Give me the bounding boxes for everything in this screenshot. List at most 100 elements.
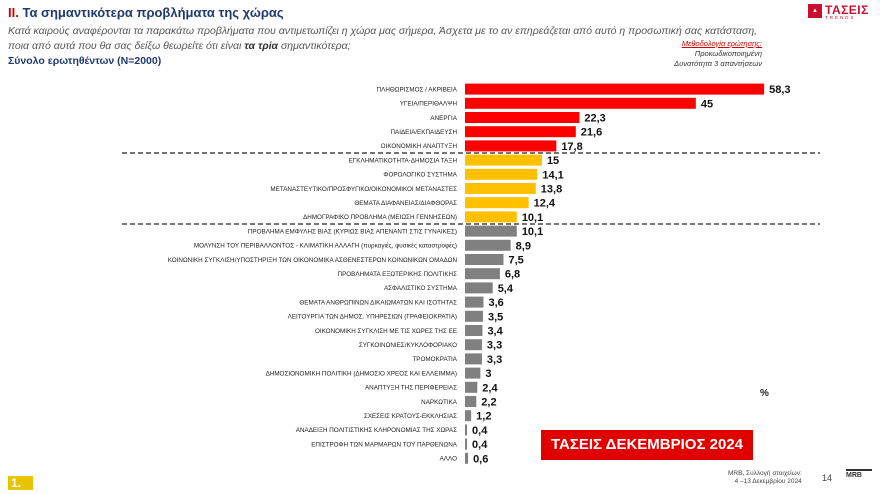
question-text: Κατά καιρούς αναφέρονται τα παρακάτω προ… — [8, 24, 768, 54]
value-label: 13,8 — [541, 184, 562, 196]
bar — [465, 396, 477, 407]
value-label: 10,1 — [522, 212, 543, 224]
bar — [465, 438, 468, 450]
category-label: ΠΛΗΘΩΡΙΣΜΟΣ / ΑΚΡΙΒΕΙΑ — [377, 86, 458, 93]
bar — [465, 310, 483, 322]
sample-base: Σύνολο ερωτηθέντων (N=2000) — [8, 55, 162, 67]
source-line-2: 4 –13 Δεκεμβρίου 2024 — [734, 478, 802, 485]
value-label: 10,1 — [522, 226, 543, 238]
category-label: ΑΝΑΔΕΙΞΗ ΠΟΛΙΤΙΣΤΙΚΗΣ ΚΛΗΡΟΝΟΜΙΑΣ ΤΗΣ ΧΩ… — [296, 427, 457, 434]
logo-word: ΤΑΣΕΙΣ — [825, 3, 869, 17]
methodology-line-1: Προκωδικοποιημένη — [694, 49, 762, 58]
bar — [465, 424, 468, 436]
value-label: 3 — [485, 368, 491, 380]
category-label: ΕΠΙΣΤΡΟΦΗ ΤΩΝ ΜΑΡΜΑΡΩΝ ΤΟΥ ΠΑΡΘΕΝΩΝΑ — [311, 441, 458, 448]
value-label: 58,3 — [769, 84, 790, 96]
bar — [465, 211, 517, 223]
value-label: 3,3 — [487, 354, 502, 366]
page-title: II. Τα σημαντικότερα προβλήματα της χώρα… — [8, 5, 284, 20]
bar — [465, 239, 511, 251]
unit-label: % — [760, 388, 769, 399]
category-label: ΤΡΟΜΟΚΡΑΤΙΑ — [412, 356, 457, 363]
survey-banner: ΤΑΣΕΙΣ ΔΕΚΕΜΒΡΙΟΣ 2024 — [541, 430, 753, 460]
tasis-logo: ▲ ΤΑΣΕΙΣ TRENDS — [808, 3, 872, 20]
category-label: ΜΟΛΥΝΣΗ ΤΟΥ ΠΕΡΙΒΑΛΛΟΝΤΟΣ - ΚΛΙΜΑΤΙΚΗ ΑΛ… — [194, 242, 457, 250]
value-label: 7,5 — [508, 255, 523, 267]
value-label: 3,5 — [488, 311, 503, 323]
value-label: 21,6 — [581, 127, 602, 139]
category-label: ΔΗΜΟΓΡΑΦΙΚΟ ΠΡΟΒΛΗΜΑ (ΜΕΙΩΣΗ ΓΕΝΝΗΣΕΩΝ) — [303, 214, 457, 221]
bar — [465, 296, 484, 308]
value-label: 22,3 — [584, 113, 605, 125]
category-label: ΣΧΕΣΕΙΣ ΚΡΑΤΟΥΣ-ΕΚΚΛΗΣΙΑΣ — [364, 413, 457, 420]
methodology-line-2: Δυνατότητα 3 απαντήσεων — [674, 59, 762, 68]
title-text: Τα σημαντικότερα προβλήματα της χώρας — [22, 5, 284, 20]
bar — [465, 367, 481, 379]
category-label: ΑΛΛΟ — [440, 456, 457, 463]
source-note: MRB, Συλλογή στοιχείων: 4 –13 Δεκεμβρίου… — [728, 470, 802, 486]
value-label: 1,2 — [476, 411, 491, 423]
bar — [465, 83, 765, 95]
category-label: ΜΕΤΑΝΑΣΤΕΥΤΙΚΟ/ΠΡΟΣΦΥΓΙΚΟ/ΟΙΚΟΝΟΜΙΚΟΙ ΜΕ… — [270, 186, 457, 193]
value-label: 0,4 — [472, 439, 488, 451]
category-label: ΘΕΜΑΤΑ ΑΝΘΡΩΠΙΝΩΝ ΔΙΚΑΙΩΜΑΤΩΝ ΚΑΙ ΙΣΟΤΗΤ… — [299, 299, 457, 306]
category-label: ΥΓΕΙΑ/ΠΕΡΙΘΑΛΨΗ — [400, 101, 458, 108]
category-label: ΠΡΟΒΛΗΜΑ ΕΜΦΥΛΗΣ ΒΙΑΣ (ΚΥΡΙΩΣ ΒΙΑΣ ΑΠΕΝΑ… — [248, 228, 457, 235]
value-label: 2,2 — [481, 397, 496, 409]
category-label: ΣΥΓΚΟΙΝΩΝΙΕΣ/ΚΥΚΛΟΦΟΡΙΑΚΟ — [359, 342, 457, 349]
category-label: ΕΓΚΛΗΜΑΤΙΚΟΤΗΤΑ-ΔΗΜΟΣΙΑ ΤΑΞΗ — [349, 157, 458, 164]
source-line-1: MRB, Συλλογή στοιχείων: — [728, 470, 802, 477]
bar — [465, 452, 469, 464]
category-label: ΝΑΡΚΩΤΙΚΑ — [421, 399, 458, 406]
bar — [465, 126, 576, 138]
logo-mark-icon: ▲ — [808, 4, 822, 18]
value-label: 17,8 — [561, 141, 582, 153]
question-part-2: σημαντικότερα; — [278, 40, 351, 52]
bar — [465, 282, 493, 294]
category-label: ΚΟΙΝΩΝΙΚΗ ΣΥΓΚΛΙΣΗ/ΥΠΟΣΤΗΡΙΞΗ ΤΩΝ ΟΙΚΟΝΟ… — [168, 257, 458, 264]
category-label: ΟΙΚΟΝΟΜΙΚΗ ΑΝΑΠΤΥΞΗ — [381, 143, 458, 150]
bar — [465, 353, 482, 365]
question-emphasis: τα τρία — [244, 40, 279, 52]
bar — [465, 225, 517, 237]
value-label: 2,4 — [482, 382, 498, 394]
bar — [465, 410, 472, 422]
category-label: ΔΗΜΟΣΙΟΝΟΜΙΚΗ ΠΟΛΙΤΙΚΗ (ΔΗΜΟΣΙΟ ΧΡΕΟΣ ΚΑ… — [266, 370, 457, 377]
bar — [465, 268, 500, 280]
category-label: ΘΕΜΑΤΑ ΔΙΑΦΑΝΕΙΑΣ/ΔΙΑΦΘΟΡΑΣ — [354, 200, 457, 207]
value-label: 8,9 — [516, 240, 531, 252]
category-label: ΑΣΦΑΛΙΣΤΙΚΟ ΣΥΣΤΗΜΑ — [384, 285, 458, 292]
value-label: 12,4 — [534, 198, 556, 210]
value-label: 0,6 — [473, 453, 488, 465]
logo-sub: TRENDS — [825, 15, 856, 20]
value-label: 3,4 — [487, 326, 503, 338]
question-part-1: Κατά καιρούς αναφέρονται τα παρακάτω προ… — [8, 25, 758, 52]
bar — [465, 140, 557, 152]
bar — [465, 381, 478, 393]
bar — [465, 325, 483, 336]
bar — [465, 183, 536, 194]
bar — [465, 97, 696, 109]
value-label: 3,6 — [488, 297, 503, 309]
methodology-title: Μεθοδολογία ερώτησης: — [681, 39, 762, 48]
mrb-logo: MRB — [846, 469, 872, 493]
section-mark: 1. — [8, 476, 33, 490]
category-label: ΠΡΟΒΛΗΜΑΤΑ ΕΞΩΤΕΡΙΚΗΣ ΠΟΛΙΤΙΚΗΣ — [338, 271, 458, 278]
bar — [465, 254, 504, 265]
page-number: 14 — [822, 473, 833, 483]
category-label: ΦΟΡΟΛΟΓΙΚΟ ΣΥΣΤΗΜΑ — [383, 172, 457, 179]
bar — [465, 168, 538, 180]
category-label: ΑΝΑΠΤΥΞΗ ΤΗΣ ΠΕΡΙΦΕΡΕΙΑΣ — [365, 385, 457, 392]
value-label: 45 — [701, 98, 713, 110]
value-label: 3,3 — [487, 340, 502, 352]
title-number: II. — [8, 5, 19, 20]
category-label: ΠΑΙΔΕΙΑ/ΕΚΠΑΙΔΕΥΣΗ — [390, 129, 457, 136]
category-label: ΑΝΕΡΓΙΑ — [430, 115, 457, 122]
value-label: 5,4 — [498, 283, 514, 295]
bar — [465, 112, 580, 123]
methodology-note: Μεθοδολογία ερώτησης: Προκωδικοποιημένη … — [674, 39, 762, 69]
value-label: 15 — [547, 155, 559, 167]
value-label: 14,1 — [542, 169, 563, 181]
value-label: 6,8 — [505, 269, 520, 281]
